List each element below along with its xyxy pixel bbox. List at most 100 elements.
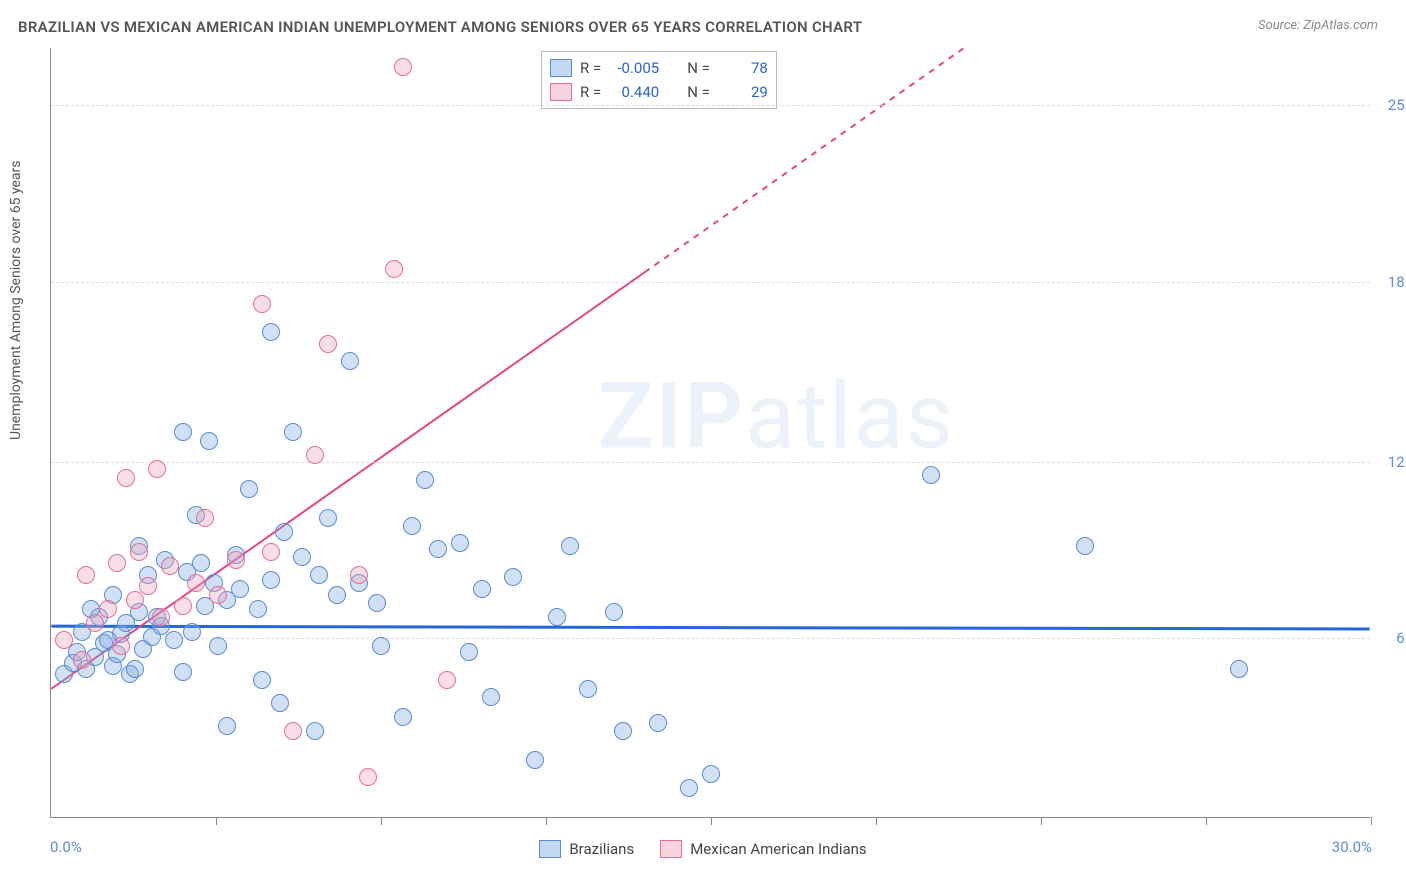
data-point <box>152 608 170 626</box>
data-point <box>416 471 434 489</box>
x-tick <box>876 817 877 825</box>
data-point <box>148 460 166 478</box>
data-point <box>526 751 544 769</box>
data-point <box>139 577 157 595</box>
plot-area: ZIPatlas R =-0.005N =78R =0.440N =29 6.3… <box>50 48 1370 818</box>
data-point <box>614 722 632 740</box>
data-point <box>403 517 421 535</box>
data-point <box>161 557 179 575</box>
r-label: R = <box>580 83 601 101</box>
data-point <box>649 714 667 732</box>
data-point <box>460 643 478 661</box>
data-point <box>579 680 597 698</box>
y-tick-label: 18.8% <box>1388 273 1406 291</box>
data-point <box>350 566 368 584</box>
data-point <box>548 608 566 626</box>
data-point <box>196 509 214 527</box>
data-point <box>73 651 91 669</box>
r-value: -0.005 <box>609 59 659 77</box>
data-point <box>702 765 720 783</box>
data-point <box>680 779 698 797</box>
data-point <box>922 466 940 484</box>
data-point <box>1230 660 1248 678</box>
data-point <box>249 600 267 618</box>
x-tick <box>711 817 712 825</box>
data-point <box>218 717 236 735</box>
data-point <box>306 722 324 740</box>
x-tick <box>381 817 382 825</box>
trend-lines <box>51 48 1370 817</box>
data-point <box>108 554 126 572</box>
legend-swatch <box>550 59 572 77</box>
data-point <box>319 509 337 527</box>
data-point <box>1076 537 1094 555</box>
n-label: N = <box>687 83 710 101</box>
data-point <box>561 537 579 555</box>
watermark: ZIPatlas <box>598 364 955 471</box>
data-point <box>183 623 201 641</box>
legend-label: Mexican American Indians <box>690 840 866 858</box>
data-point <box>368 594 386 612</box>
x-tick <box>1206 817 1207 825</box>
source-label: Source: ZipAtlas.com <box>1258 18 1378 33</box>
x-tick <box>1041 817 1042 825</box>
legend-swatch <box>539 840 561 858</box>
r-label: R = <box>580 59 601 77</box>
gridline <box>51 282 1370 283</box>
data-point <box>200 432 218 450</box>
data-point <box>275 523 293 541</box>
watermark-bold: ZIP <box>598 364 745 471</box>
data-point <box>187 574 205 592</box>
stats-row: R = -0.005 N = 78 <box>550 56 768 80</box>
data-point <box>174 423 192 441</box>
y-tick-label: 12.5% <box>1388 453 1406 471</box>
chart-title: BRAZILIAN VS MEXICAN AMERICAN INDIAN UNE… <box>18 18 862 36</box>
watermark-light: atlas <box>745 364 955 471</box>
bottom-legend: BraziliansMexican American Indians <box>0 840 1406 858</box>
data-point <box>126 591 144 609</box>
data-point <box>341 352 359 370</box>
data-point <box>438 671 456 689</box>
data-point <box>112 637 130 655</box>
y-tick-label: 6.3% <box>1396 629 1406 647</box>
data-point <box>429 540 447 558</box>
x-tick <box>216 817 217 825</box>
data-point <box>227 551 245 569</box>
y-axis-label: Unemployment Among Seniors over 65 years <box>8 161 24 441</box>
data-point <box>385 260 403 278</box>
r-value: 0.440 <box>609 83 659 101</box>
data-point <box>192 554 210 572</box>
data-point <box>328 586 346 604</box>
data-point <box>262 323 280 341</box>
data-point <box>209 586 227 604</box>
legend-swatch <box>550 83 572 101</box>
data-point <box>306 446 324 464</box>
gridline <box>51 462 1370 463</box>
n-value: 78 <box>718 59 768 77</box>
data-point <box>262 571 280 589</box>
data-point <box>284 722 302 740</box>
x-tick <box>546 817 547 825</box>
data-point <box>310 566 328 584</box>
data-point <box>209 637 227 655</box>
data-point <box>319 335 337 353</box>
n-value: 29 <box>718 83 768 101</box>
n-label: N = <box>687 59 710 77</box>
data-point <box>473 580 491 598</box>
gridline <box>51 105 1370 106</box>
data-point <box>253 671 271 689</box>
data-point <box>130 543 148 561</box>
data-point <box>77 566 95 584</box>
x-tick <box>1371 817 1372 825</box>
data-point <box>504 568 522 586</box>
data-point <box>262 543 280 561</box>
data-point <box>605 603 623 621</box>
data-point <box>174 597 192 615</box>
data-point <box>99 600 117 618</box>
y-tick-label: 25.0% <box>1388 96 1406 114</box>
stats-legend: R = -0.005 N = 78 R = 0.440 N = 29 <box>541 51 777 109</box>
data-point <box>394 58 412 76</box>
data-point <box>394 708 412 726</box>
data-point <box>240 480 258 498</box>
data-point <box>253 295 271 313</box>
